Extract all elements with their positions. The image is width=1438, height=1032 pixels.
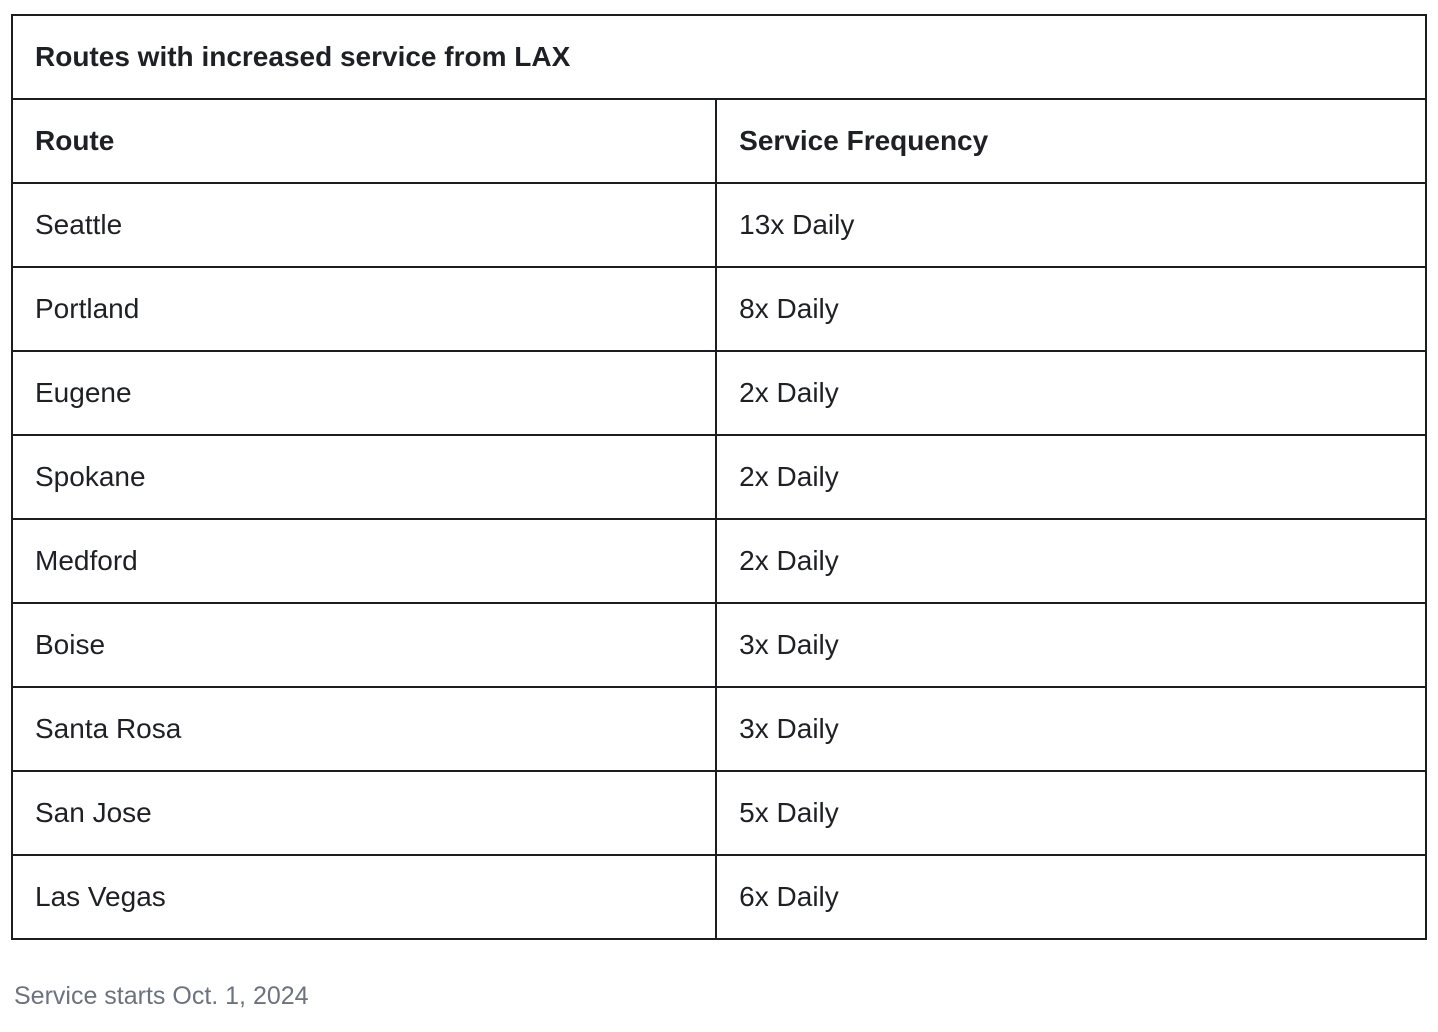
frequency-cell: 3x Daily <box>715 602 1427 688</box>
frequency-cell: 2x Daily <box>715 434 1427 520</box>
page: Routes with increased service from LAX R… <box>10 14 1427 1010</box>
frequency-cell: 8x Daily <box>715 266 1427 352</box>
table-row: San Jose 5x Daily <box>10 770 1427 856</box>
column-header-route: Route <box>10 98 718 184</box>
frequency-cell: 2x Daily <box>715 518 1427 604</box>
frequency-cell: 6x Daily <box>715 854 1427 940</box>
column-header-frequency: Service Frequency <box>715 98 1427 184</box>
footnote: Service starts Oct. 1, 2024 <box>14 982 309 1010</box>
table-title: Routes with increased service from LAX <box>11 14 1427 100</box>
route-cell: Santa Rosa <box>10 686 718 772</box>
table-row: Seattle 13x Daily <box>10 182 1427 268</box>
route-cell: Boise <box>10 602 718 688</box>
frequency-cell: 13x Daily <box>715 182 1427 268</box>
frequency-cell: 3x Daily <box>715 686 1427 772</box>
route-cell: Spokane <box>10 434 718 520</box>
table-body: Seattle 13x Daily Portland 8x Daily Eugene 2x… <box>10 182 1427 940</box>
table-row: Boise 3x Daily <box>10 602 1427 688</box>
table-row: Spokane 2x Daily <box>10 434 1427 520</box>
route-cell: Seattle <box>10 182 718 268</box>
route-cell: Eugene <box>10 350 718 436</box>
table-row: Santa Rosa 3x Daily <box>10 686 1427 772</box>
frequency-cell: 2x Daily <box>715 350 1427 436</box>
table-row: Portland 8x Daily <box>10 266 1427 352</box>
table-title-row: Routes with increased service from LAX <box>11 14 1427 100</box>
route-cell: Medford <box>10 518 718 604</box>
table-header-row: Route Service Frequency <box>10 98 1427 184</box>
table-row: Medford 2x Daily <box>10 518 1427 604</box>
route-cell: Las Vegas <box>10 854 718 940</box>
frequency-cell: 5x Daily <box>715 770 1427 856</box>
table-row: Las Vegas 6x Daily <box>10 854 1427 940</box>
routes-table: Routes with increased service from LAX R… <box>10 14 1427 940</box>
route-cell: Portland <box>10 266 718 352</box>
table-row: Eugene 2x Daily <box>10 350 1427 436</box>
route-cell: San Jose <box>10 770 718 856</box>
